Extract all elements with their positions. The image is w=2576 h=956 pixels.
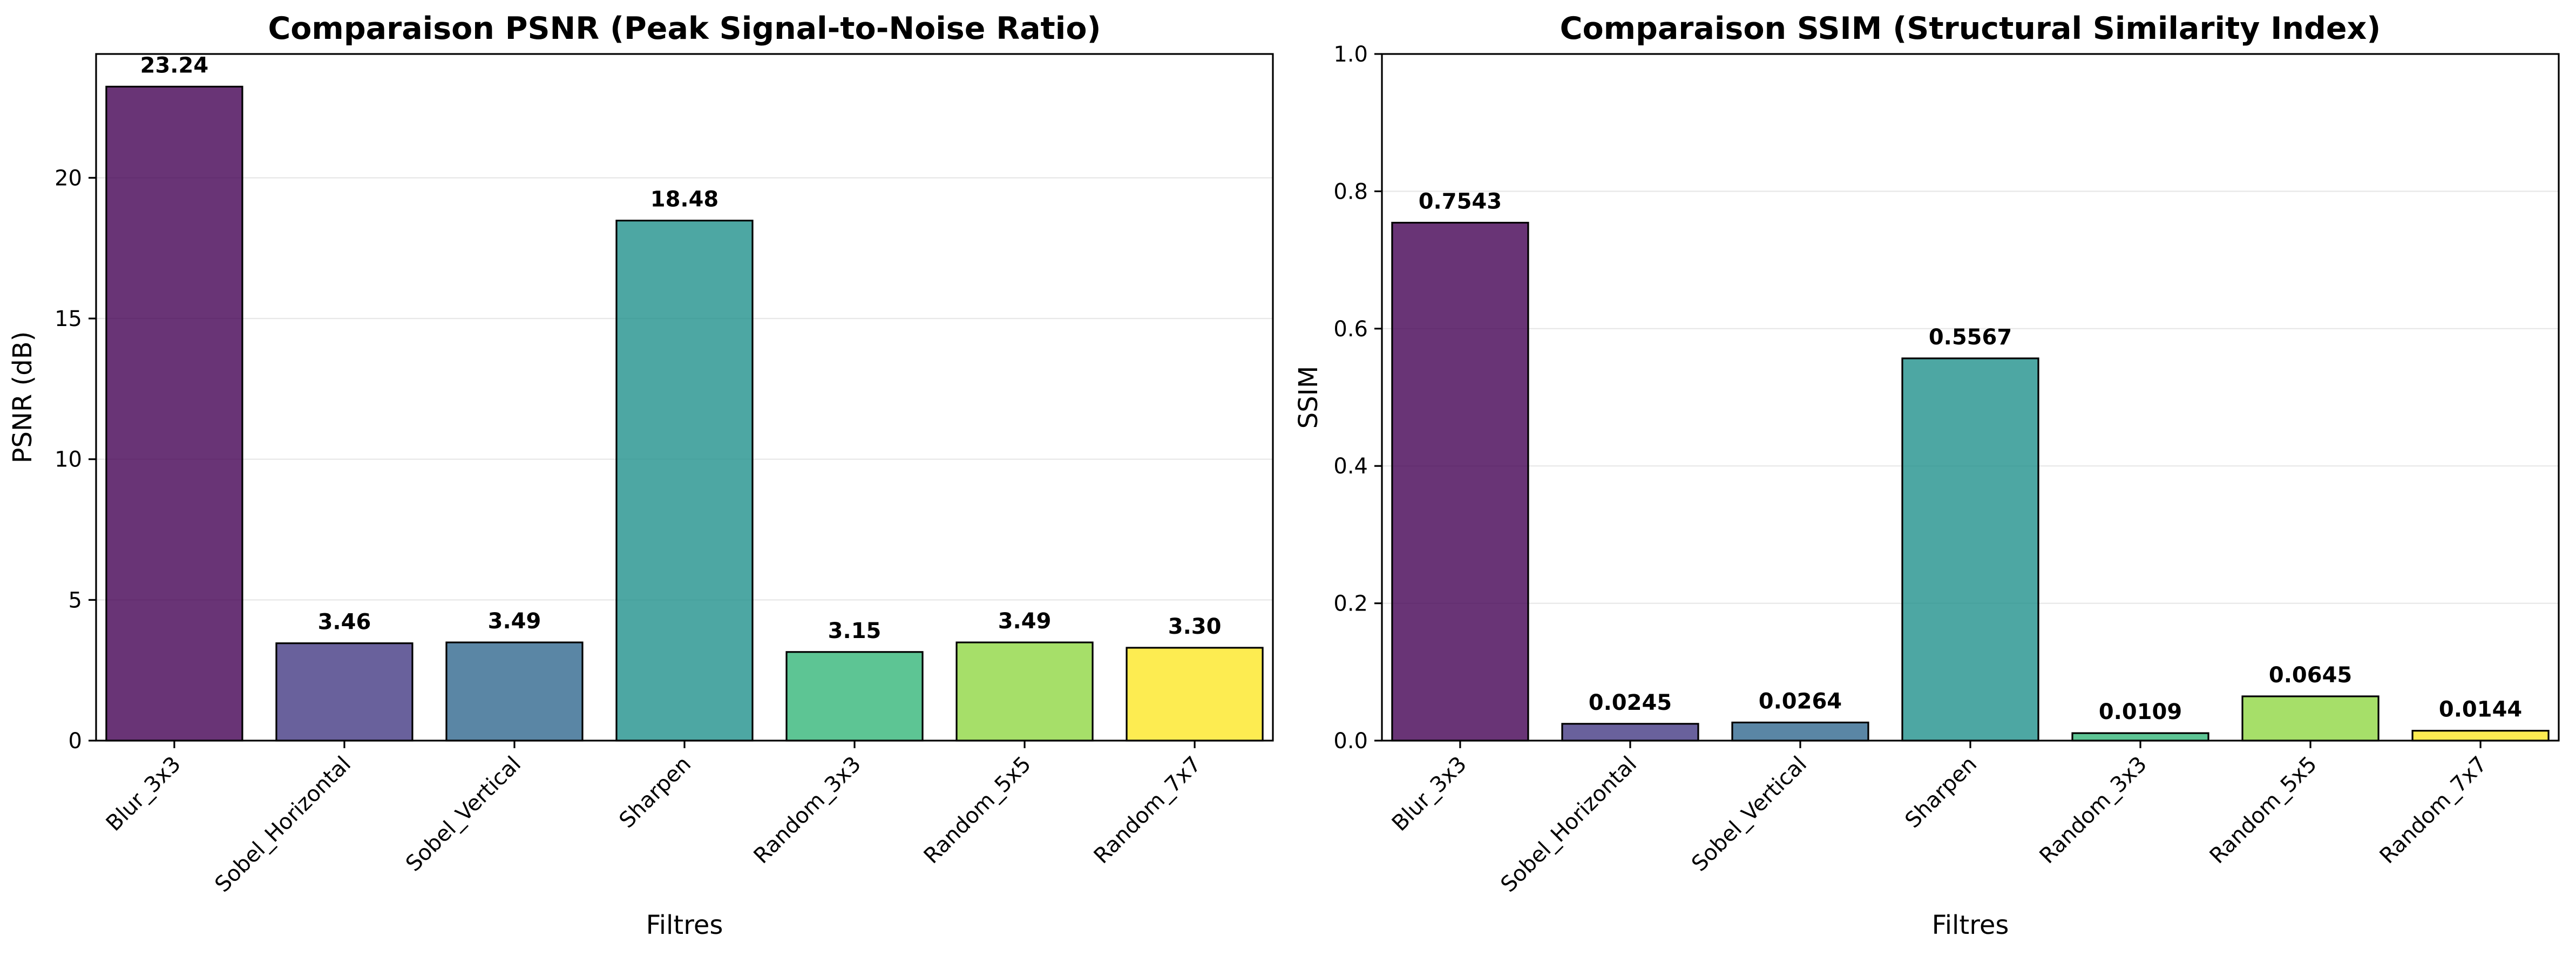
y-tick-label: 0.8	[1333, 179, 1368, 204]
data-label: 3.46	[318, 610, 371, 635]
y-tick-label: 0.2	[1333, 592, 1368, 616]
bar	[1901, 357, 2039, 742]
y-tick-label: 0.0	[1333, 729, 1368, 754]
x-tick-label: Random_5x5	[919, 752, 1036, 869]
data-label: 3.49	[998, 609, 1052, 634]
x-axis-label: Filtres	[1932, 910, 2009, 940]
data-label: 3.49	[488, 609, 541, 634]
y-tick-label: 0	[69, 729, 82, 754]
chart-title: Comparaison PSNR (Peak Signal-to-Noise R…	[268, 11, 1101, 46]
y-tick-label: 15	[55, 307, 82, 331]
x-tick-label: Sobel_Horizontal	[1496, 752, 1642, 898]
bar	[2411, 730, 2550, 742]
x-axis-label: Filtres	[646, 910, 723, 940]
bar	[105, 85, 243, 742]
bar	[2071, 732, 2209, 742]
data-label: 0.0264	[1759, 689, 1842, 714]
data-label: 0.0109	[2099, 700, 2182, 724]
x-tick-label: Random_7x7	[2375, 752, 2492, 869]
data-label: 18.48	[650, 187, 719, 212]
y-axis-label: SSIM	[1293, 366, 1324, 429]
y-tick-label: 10	[55, 448, 82, 472]
y-tick-label: 1.0	[1333, 42, 1368, 67]
bar	[1731, 721, 1869, 742]
x-tick-label: Blur_3x3	[1387, 752, 1472, 836]
bar	[1561, 723, 1699, 742]
bar	[615, 220, 754, 742]
x-tick-label: Sharpen	[1900, 752, 1982, 833]
bar	[2241, 695, 2380, 742]
y-tick-label: 5	[69, 588, 82, 613]
bar	[1126, 647, 1264, 742]
bar	[275, 642, 413, 742]
bar	[1391, 221, 1529, 742]
x-tick-label: Sobel_Vertical	[401, 752, 526, 877]
y-tick-label: 0.6	[1333, 317, 1368, 342]
x-tick-label: Sharpen	[614, 752, 696, 833]
data-label: 0.0144	[2439, 697, 2522, 722]
x-tick-label: Random_3x3	[2035, 752, 2152, 869]
data-label: 23.24	[140, 53, 209, 78]
bar	[785, 651, 924, 742]
data-label: 0.0245	[1589, 690, 1672, 715]
x-tick-label: Sobel_Horizontal	[210, 752, 356, 898]
data-label: 3.30	[1168, 614, 1222, 639]
bar	[955, 641, 1094, 742]
chart-title: Comparaison SSIM (Structural Similarity …	[1560, 11, 2381, 46]
data-label: 0.7543	[1419, 189, 1502, 214]
data-label: 0.0645	[2269, 663, 2352, 688]
x-tick-label: Sobel_Vertical	[1687, 752, 1812, 877]
bar	[445, 641, 584, 742]
data-label: 0.5567	[1929, 325, 2012, 350]
data-label: 3.15	[828, 619, 882, 643]
y-tick-label: 0.4	[1333, 454, 1368, 479]
y-tick-label: 20	[55, 166, 82, 191]
x-tick-label: Random_3x3	[749, 752, 866, 869]
x-tick-label: Random_5x5	[2205, 752, 2322, 869]
x-tick-label: Blur_3x3	[101, 752, 186, 836]
y-axis-label: PSNR (dB)	[8, 331, 38, 464]
chart-panel-1: 23.24 3.46 3.49 18.48 3.15 3.49 3.30 0 5 10 15 20 Bl…	[8, 11, 1274, 940]
x-tick-label: Random_7x7	[1089, 752, 1206, 869]
